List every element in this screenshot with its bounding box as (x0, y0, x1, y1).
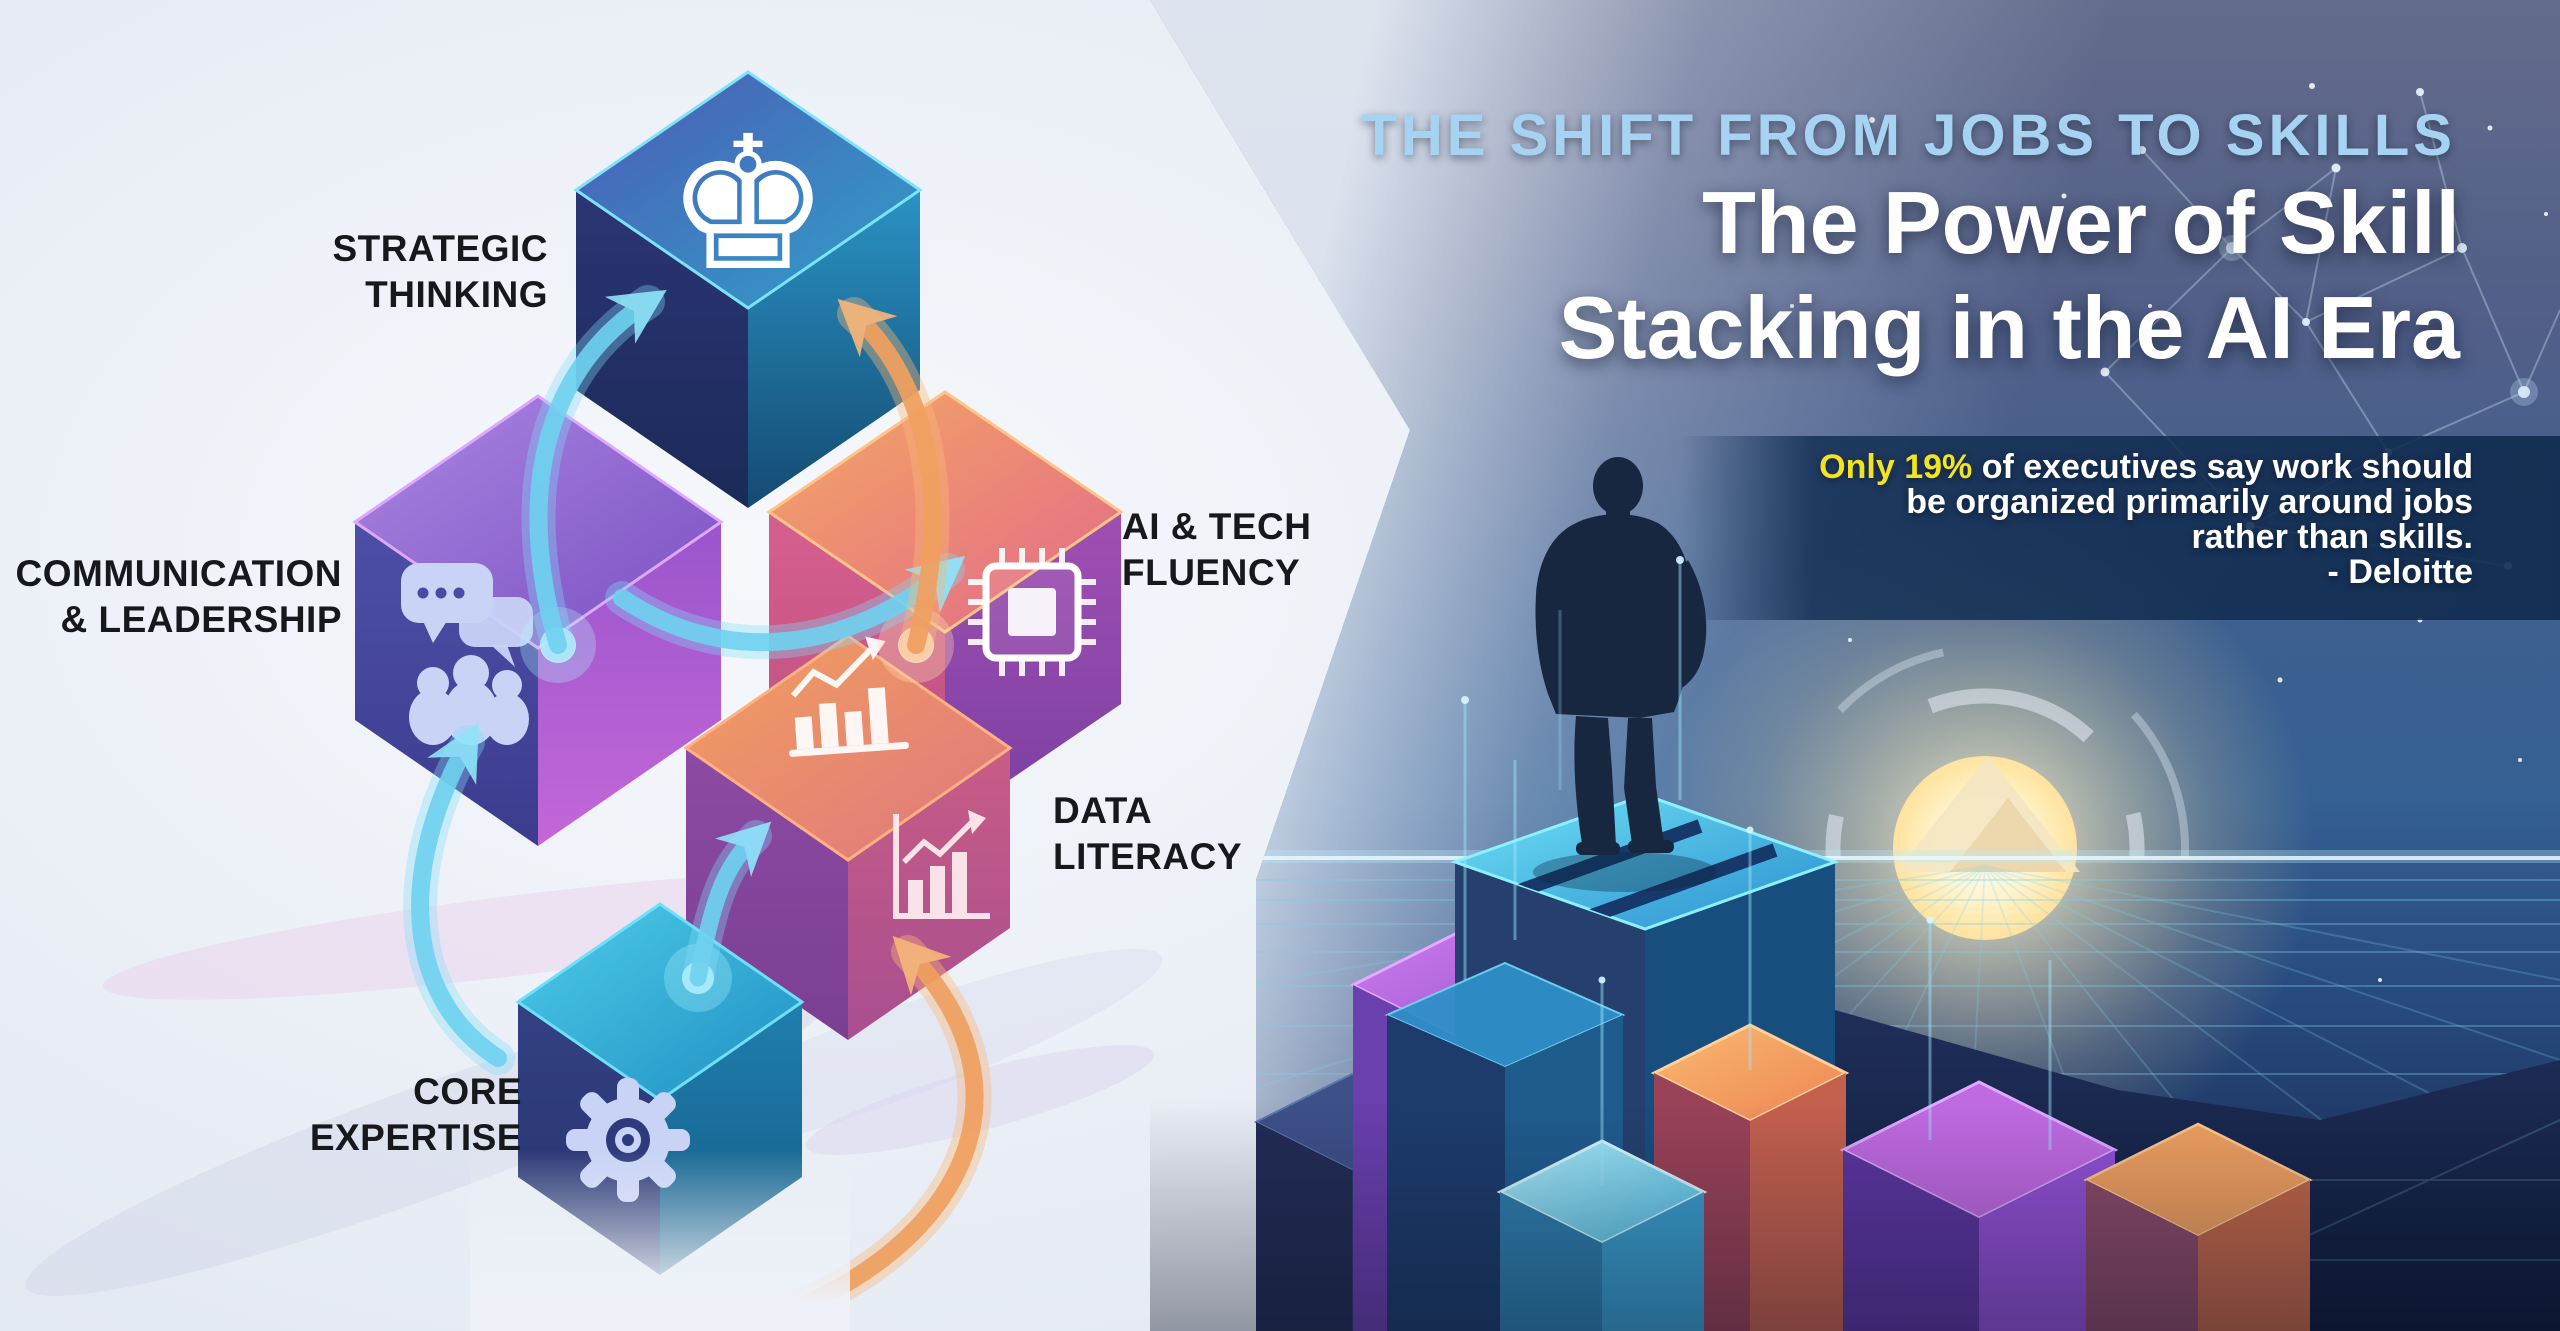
arrow-core-to-data (689, 821, 772, 987)
bottom-fade (470, 1150, 850, 1331)
tech-ring-arc (1825, 688, 2145, 858)
arrow-aitech-to-strategic (837, 298, 942, 654)
arrow-core-to-communication (411, 722, 507, 1067)
arrow-communication-to-strategic (529, 289, 667, 654)
cube-data-literacy (683, 634, 1013, 1040)
arrow-communication-to-aitech (613, 555, 966, 652)
microchip-icon (968, 548, 1096, 676)
bottom-vignette (1150, 1100, 2560, 1331)
stars (1790, 83, 2548, 982)
chat-people-icon (401, 563, 533, 745)
bar-chart-side-icon (893, 810, 990, 919)
horizon-line (1256, 856, 2560, 860)
businessman-silhouette (1535, 457, 1707, 855)
flow-arrows (403, 285, 992, 1331)
bar-chart-icon (789, 636, 909, 757)
cube-strategic-thinking: ♚ (573, 70, 923, 508)
chess-king-icon: ♚ (665, 96, 831, 312)
skill-cube-diagram: ♚ (25, 70, 1163, 1331)
